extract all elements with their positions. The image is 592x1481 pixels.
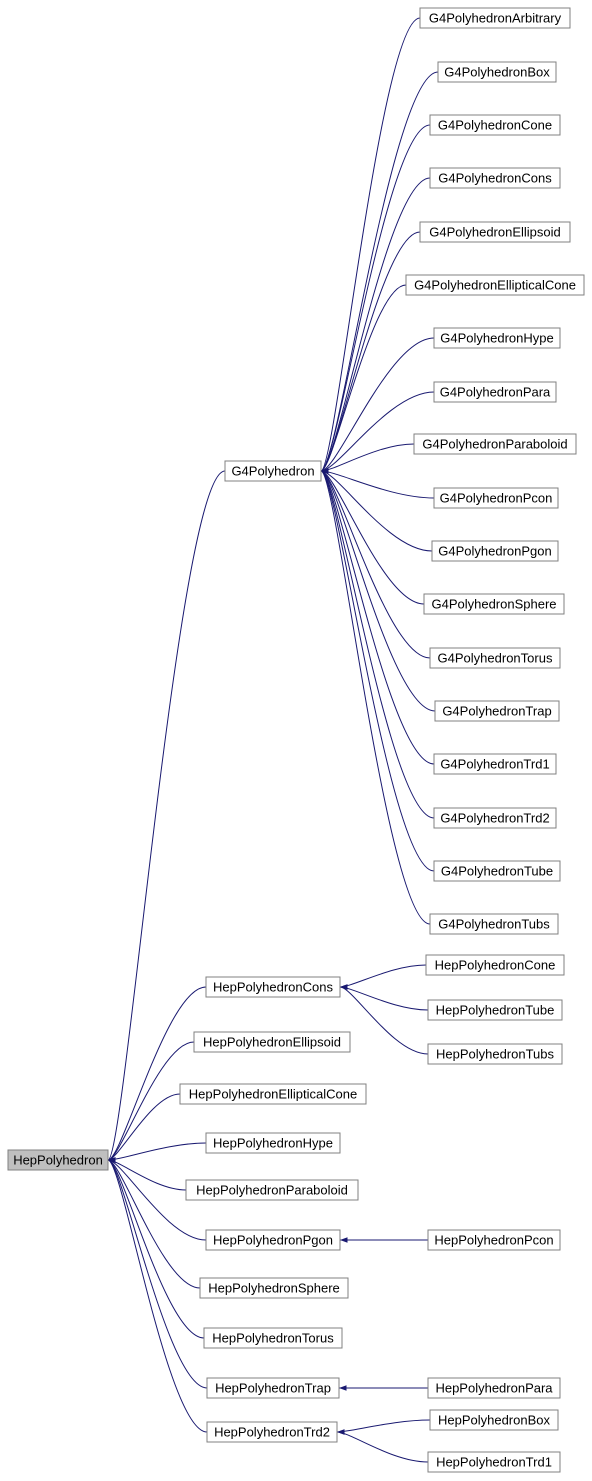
- node-label: G4PolyhedronSphere: [431, 596, 556, 611]
- node-HepPolyhedronSphere[interactable]: HepPolyhedronSphere: [200, 1278, 348, 1298]
- node-label: HepPolyhedronEllipsoid: [203, 1034, 341, 1049]
- node-label: G4Polyhedron: [231, 463, 314, 478]
- node-G4PolyhedronTubs[interactable]: G4PolyhedronTubs: [430, 914, 558, 934]
- node-label: G4PolyhedronCone: [438, 117, 552, 132]
- node-label: G4PolyhedronPcon: [440, 490, 553, 505]
- edge-G4PolyhedronTorus-to-G4Polyhedron: [321, 471, 430, 658]
- node-HepPolyhedronPgon[interactable]: HepPolyhedronPgon: [206, 1230, 340, 1250]
- node-label: G4PolyhedronCons: [438, 170, 552, 185]
- node-label: G4PolyhedronPgon: [438, 543, 551, 558]
- edge-HepPolyhedronCons-to-HepPolyhedron: [108, 987, 206, 1160]
- node-label: G4PolyhedronTrd2: [440, 810, 549, 825]
- node-label: HepPolyhedronParaboloid: [196, 1182, 348, 1197]
- node-G4PolyhedronTrd2[interactable]: G4PolyhedronTrd2: [434, 808, 556, 828]
- node-HepPolyhedronEllipsoid[interactable]: HepPolyhedronEllipsoid: [194, 1032, 350, 1052]
- node-G4PolyhedronArbitrary[interactable]: G4PolyhedronArbitrary: [420, 8, 570, 28]
- edge-HepPolyhedronTrd2-to-HepPolyhedron: [108, 1160, 207, 1432]
- node-HepPolyhedronHype[interactable]: HepPolyhedronHype: [206, 1133, 340, 1153]
- node-layer: HepPolyhedron G4Polyhedron G4PolyhedronArb…: [8, 8, 584, 1472]
- node-label: HepPolyhedronBox: [438, 1412, 551, 1427]
- edge-HepPolyhedronTrd1-to-HepPolyhedronTrd2: [337, 1432, 428, 1462]
- node-HepPolyhedronTube[interactable]: HepPolyhedronTube: [428, 1000, 562, 1020]
- node-label: G4PolyhedronTubs: [438, 916, 550, 931]
- node-HepPolyhedronTrap[interactable]: HepPolyhedronTrap: [207, 1378, 339, 1398]
- node-HepPolyhedronTrd1[interactable]: HepPolyhedronTrd1: [428, 1452, 560, 1472]
- arrowhead-icon: [340, 1237, 348, 1242]
- node-label: HepPolyhedronSphere: [208, 1280, 340, 1295]
- edge-G4PolyhedronTubs-to-G4Polyhedron: [321, 471, 430, 924]
- node-label: HepPolyhedronTorus: [212, 1330, 334, 1345]
- node-label: HepPolyhedronTrd2: [214, 1424, 330, 1439]
- node-label: HepPolyhedronTube: [436, 1002, 555, 1017]
- node-label: HepPolyhedron: [13, 1152, 103, 1167]
- node-HepPolyhedronTorus[interactable]: HepPolyhedronTorus: [204, 1328, 342, 1348]
- edge-G4PolyhedronTube-to-G4Polyhedron: [321, 471, 434, 871]
- node-label: G4PolyhedronEllipsoid: [429, 224, 561, 239]
- edge-G4PolyhedronPcon-to-G4Polyhedron: [321, 471, 434, 498]
- node-G4PolyhedronEllipsoid[interactable]: G4PolyhedronEllipsoid: [420, 222, 570, 242]
- node-label: G4PolyhedronTrd1: [440, 756, 549, 771]
- node-HepPolyhedronTrd2[interactable]: HepPolyhedronTrd2: [207, 1422, 337, 1442]
- node-label: HepPolyhedronEllipticalCone: [189, 1086, 357, 1101]
- node-HepPolyhedronParaboloid[interactable]: HepPolyhedronParaboloid: [186, 1180, 358, 1200]
- edge-HepPolyhedronTube-to-HepPolyhedronCons: [340, 987, 428, 1010]
- node-label: HepPolyhedronPcon: [434, 1232, 553, 1247]
- node-G4PolyhedronParaboloid[interactable]: G4PolyhedronParaboloid: [414, 434, 576, 454]
- edge-HepPolyhedronCone-to-HepPolyhedronCons: [340, 965, 426, 987]
- node-label: G4PolyhedronTube: [441, 863, 553, 878]
- node-label: HepPolyhedronHype: [213, 1135, 333, 1150]
- node-HepPolyhedron[interactable]: HepPolyhedron: [8, 1150, 108, 1170]
- edge-HepPolyhedronBox-to-HepPolyhedronTrd2: [337, 1420, 430, 1432]
- node-G4PolyhedronSphere[interactable]: G4PolyhedronSphere: [424, 594, 564, 614]
- node-label: HepPolyhedronTrd1: [436, 1454, 552, 1469]
- node-HepPolyhedronBox[interactable]: HepPolyhedronBox: [430, 1410, 558, 1430]
- node-label: G4PolyhedronArbitrary: [429, 10, 562, 25]
- node-G4PolyhedronPcon[interactable]: G4PolyhedronPcon: [434, 488, 558, 508]
- node-label: G4PolyhedronParaboloid: [422, 436, 567, 451]
- edge-G4PolyhedronArbitrary-to-G4Polyhedron: [321, 18, 420, 471]
- node-label: HepPolyhedronPgon: [213, 1232, 333, 1247]
- edge-G4PolyhedronBox-to-G4Polyhedron: [321, 72, 438, 471]
- node-G4PolyhedronCone[interactable]: G4PolyhedronCone: [430, 115, 560, 135]
- node-label: G4PolyhedronTorus: [438, 650, 553, 665]
- node-label: G4PolyhedronBox: [444, 64, 550, 79]
- edge-G4PolyhedronTrap-to-G4Polyhedron: [321, 471, 435, 711]
- node-label: G4PolyhedronTrap: [442, 703, 551, 718]
- node-HepPolyhedronTubs[interactable]: HepPolyhedronTubs: [428, 1044, 562, 1064]
- node-label: HepPolyhedronCone: [435, 957, 556, 972]
- node-label: G4PolyhedronPara: [440, 384, 551, 399]
- arrowhead-icon: [340, 984, 348, 989]
- node-HepPolyhedronEllipticalCone[interactable]: HepPolyhedronEllipticalCone: [180, 1084, 366, 1104]
- node-label: G4PolyhedronHype: [440, 330, 553, 345]
- edge-G4Polyhedron-to-HepPolyhedron: [108, 471, 225, 1160]
- node-G4PolyhedronEllipticalCone[interactable]: G4PolyhedronEllipticalCone: [406, 275, 584, 295]
- node-G4PolyhedronBox[interactable]: G4PolyhedronBox: [438, 62, 556, 82]
- node-HepPolyhedronCons[interactable]: HepPolyhedronCons: [206, 977, 340, 997]
- edge-HepPolyhedronEllipticalCone-to-HepPolyhedron: [108, 1094, 180, 1160]
- node-label: HepPolyhedronPara: [435, 1380, 553, 1395]
- arrowhead-icon: [337, 1429, 345, 1434]
- node-HepPolyhedronPara[interactable]: HepPolyhedronPara: [428, 1378, 560, 1398]
- arrowhead-icon: [339, 1385, 347, 1390]
- node-G4PolyhedronCons[interactable]: G4PolyhedronCons: [430, 168, 560, 188]
- node-label: G4PolyhedronEllipticalCone: [414, 277, 576, 292]
- node-G4PolyhedronHype[interactable]: G4PolyhedronHype: [434, 328, 560, 348]
- edge-G4PolyhedronSphere-to-G4Polyhedron: [321, 471, 424, 604]
- node-HepPolyhedronCone[interactable]: HepPolyhedronCone: [426, 955, 564, 975]
- edge-HepPolyhedronTubs-to-HepPolyhedronCons: [340, 987, 428, 1054]
- node-G4Polyhedron[interactable]: G4Polyhedron: [225, 461, 321, 481]
- node-label: HepPolyhedronCons: [213, 979, 333, 994]
- edge-HepPolyhedronSphere-to-HepPolyhedron: [108, 1160, 200, 1288]
- node-G4PolyhedronTrap[interactable]: G4PolyhedronTrap: [435, 701, 559, 721]
- node-label: HepPolyhedronTrap: [215, 1380, 331, 1395]
- node-G4PolyhedronPgon[interactable]: G4PolyhedronPgon: [432, 541, 558, 561]
- node-G4PolyhedronTube[interactable]: G4PolyhedronTube: [434, 861, 560, 881]
- node-HepPolyhedronPcon[interactable]: HepPolyhedronPcon: [428, 1230, 560, 1250]
- inheritance-diagram: HepPolyhedron G4Polyhedron G4PolyhedronArb…: [0, 0, 592, 1481]
- node-G4PolyhedronTrd1[interactable]: G4PolyhedronTrd1: [434, 754, 556, 774]
- node-label: HepPolyhedronTubs: [436, 1046, 555, 1061]
- node-G4PolyhedronTorus[interactable]: G4PolyhedronTorus: [430, 648, 560, 668]
- node-G4PolyhedronPara[interactable]: G4PolyhedronPara: [434, 382, 556, 402]
